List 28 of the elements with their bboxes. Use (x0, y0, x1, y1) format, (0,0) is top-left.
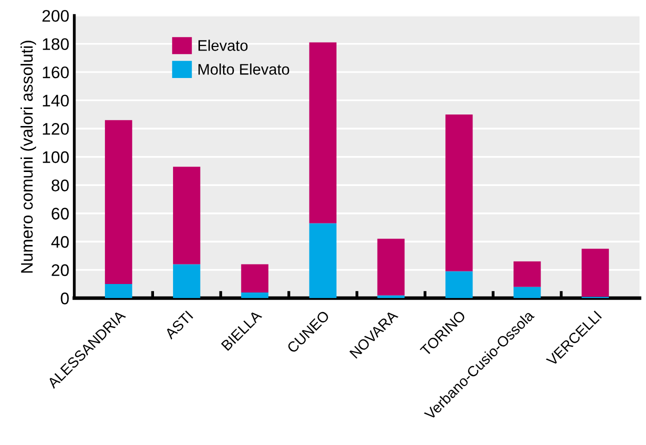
y-tick-label: 160 (42, 66, 69, 78)
bar (241, 292, 268, 298)
bar (514, 286, 541, 298)
bar (241, 264, 268, 292)
bar (445, 114, 473, 272)
bar (377, 238, 405, 296)
y-tick-label: 180 (42, 38, 69, 50)
y-tick-label: 20 (52, 264, 69, 276)
bar (582, 248, 609, 297)
bar (309, 42, 336, 224)
y-tick-label: 40 (51, 236, 69, 248)
y-tick-label: 0 (60, 292, 69, 304)
y-tick-label: 100 (42, 151, 69, 164)
y-tick-label: 80 (52, 180, 69, 192)
y-axis-title: Numero comuni (valori assoluti) (20, 40, 36, 273)
bar (445, 271, 473, 298)
bar (104, 284, 132, 298)
y-tick-label: 200 (42, 10, 69, 22)
bar (173, 166, 200, 264)
bar (173, 264, 200, 298)
bar (309, 223, 336, 298)
bar (514, 261, 541, 287)
y-tick-label: 140 (42, 94, 69, 107)
legend-label: Molto Elevato (198, 64, 290, 75)
y-tick-label: 120 (42, 123, 69, 135)
bar (104, 120, 132, 284)
legend-label: Elevato (198, 40, 248, 51)
y-tick-label: 60 (52, 208, 69, 220)
